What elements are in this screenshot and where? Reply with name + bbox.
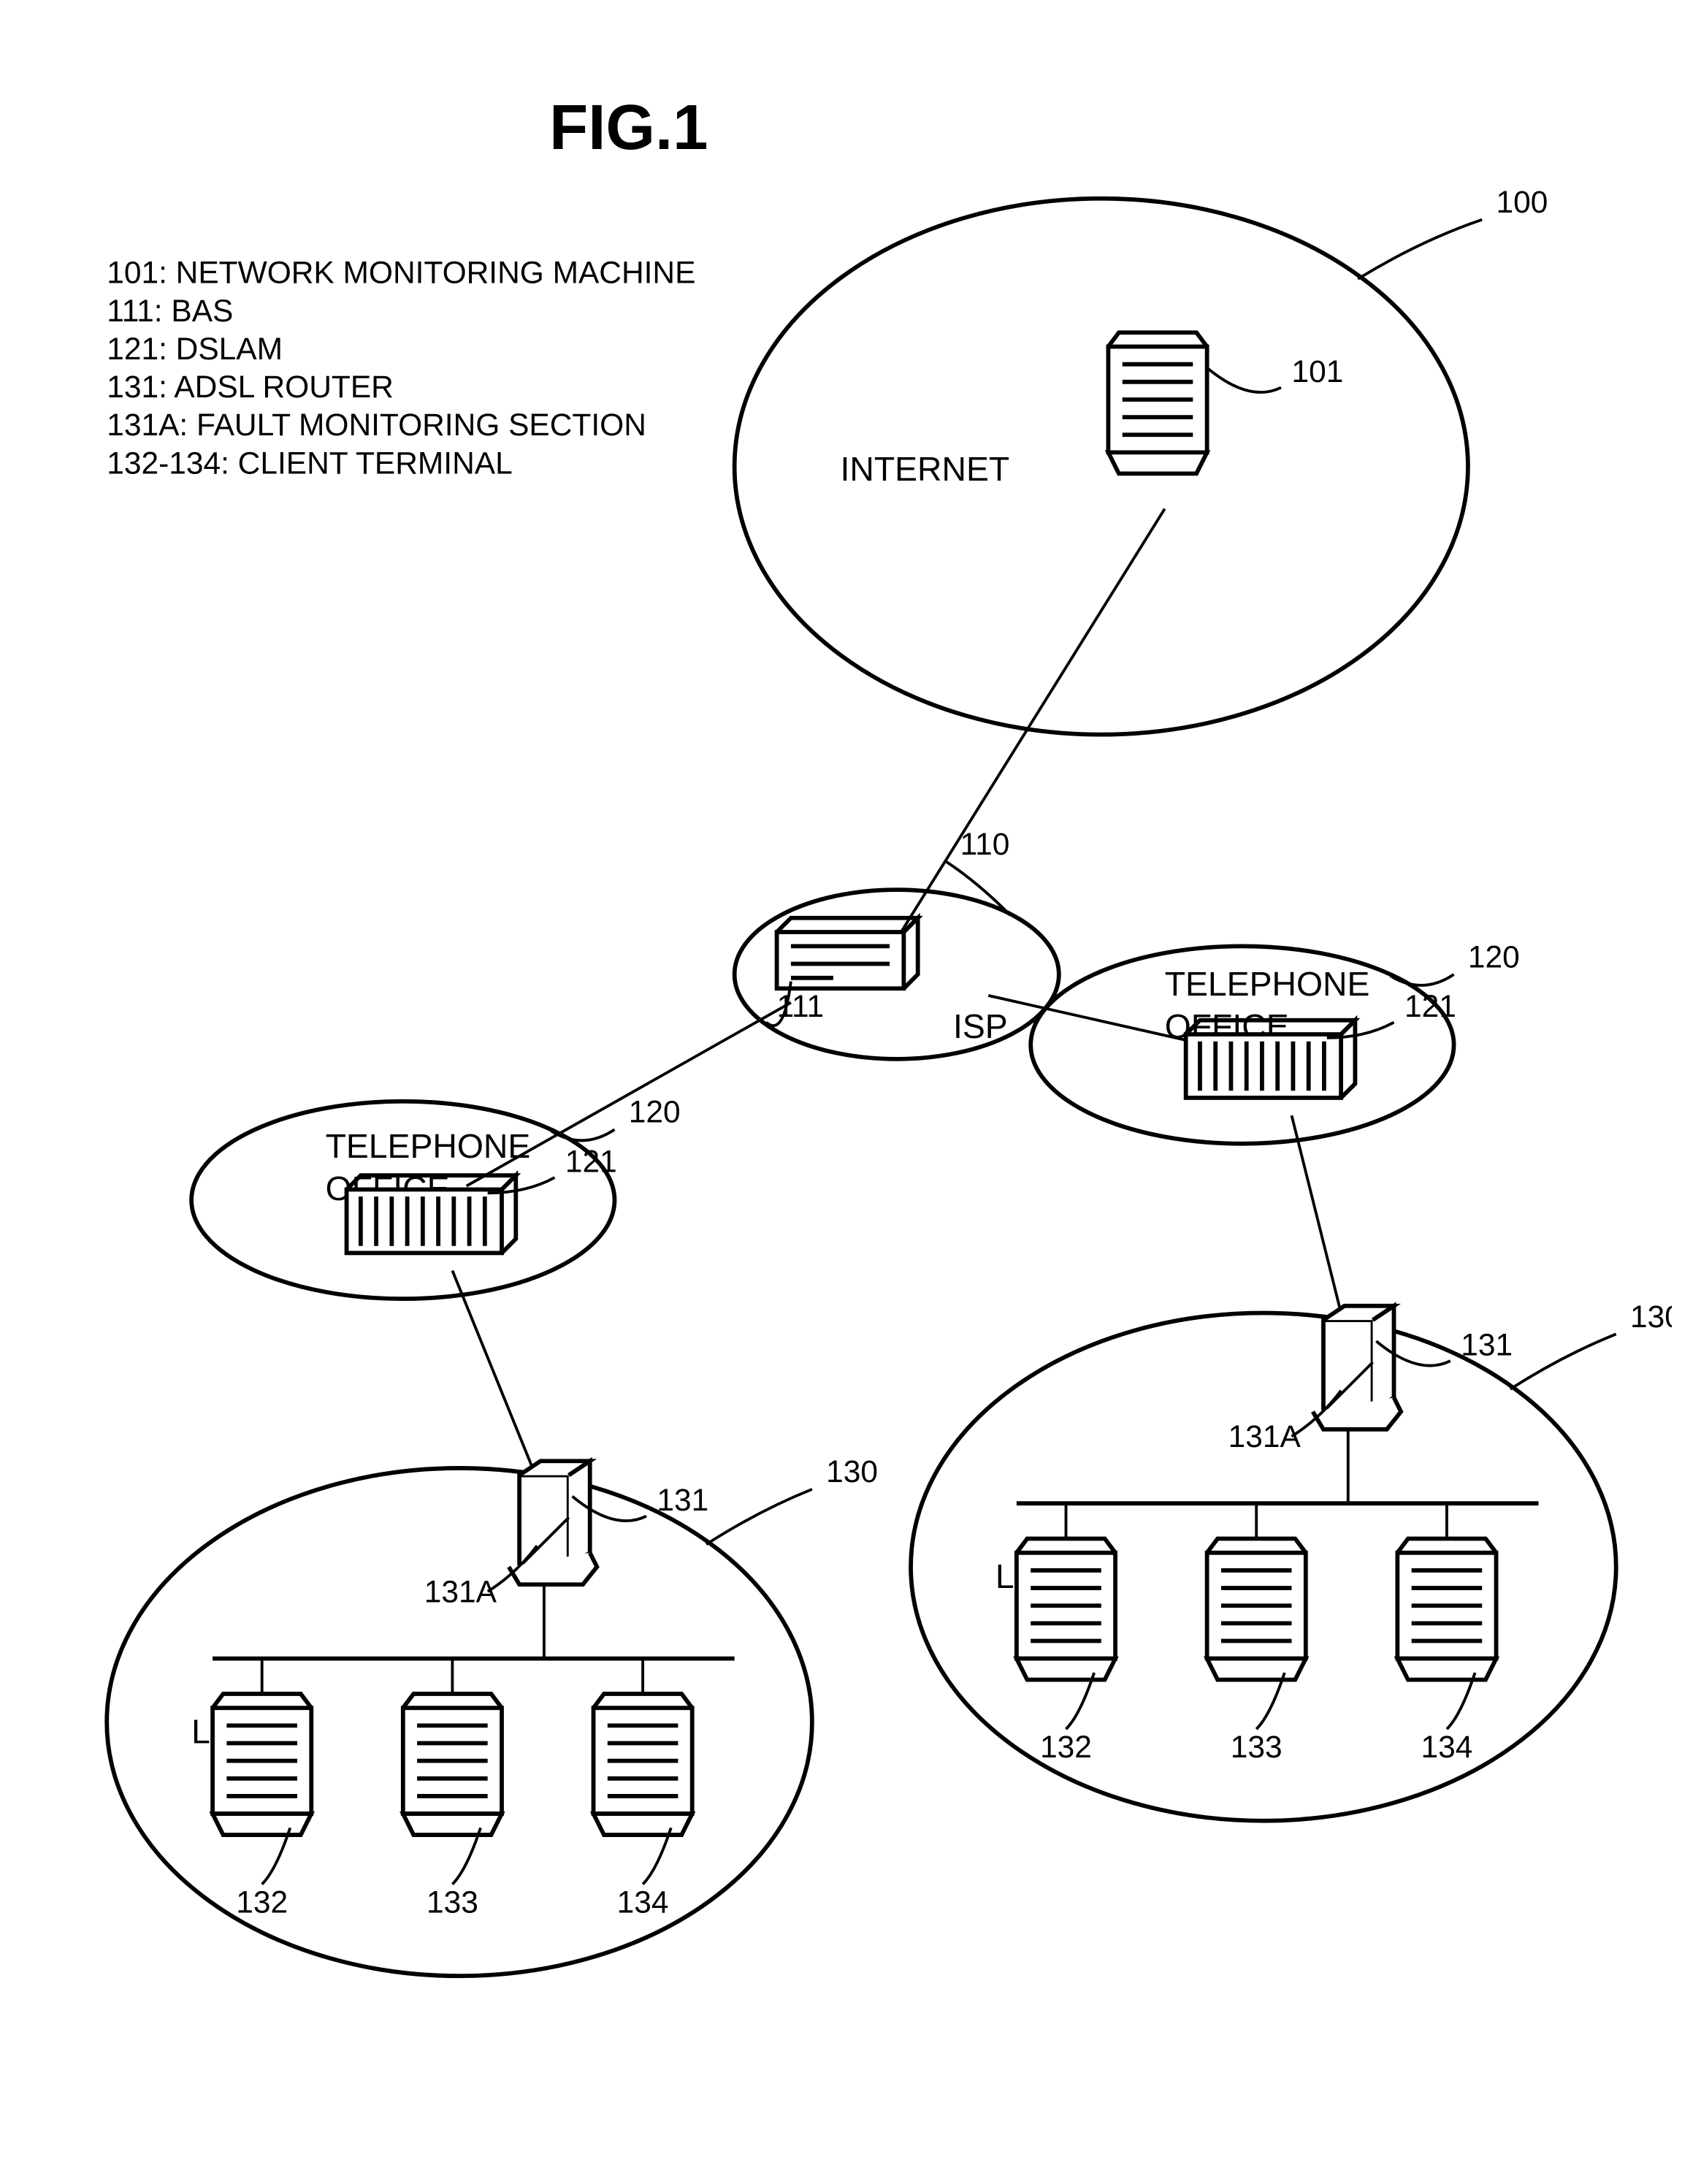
- network-diagram: FIG.1 101: NETWORK MONITORING MACHINE111:…: [29, 29, 1672, 2138]
- ref-101: 101: [1292, 355, 1344, 389]
- isp-ref: 110: [960, 828, 1010, 862]
- edge-0: [897, 509, 1165, 939]
- ref-131: 131: [1461, 1328, 1513, 1362]
- to_left-label: TELEPHONE: [326, 1127, 531, 1165]
- isp-leader: [946, 861, 1010, 915]
- edge-3: [452, 1271, 544, 1497]
- to_right-leader: [1391, 974, 1454, 985]
- ref-132-right: 132: [1040, 1730, 1092, 1765]
- ref-131A-right: 131A: [1228, 1420, 1301, 1454]
- legend-line: 121: DSLAM: [107, 332, 283, 367]
- internet-leader: [1358, 220, 1482, 279]
- client-132-right: [1017, 1538, 1115, 1679]
- ref-134-left: 134: [617, 1885, 669, 1920]
- ref-111: 111: [777, 990, 825, 1024]
- to_right-ref: 120: [1468, 940, 1520, 974]
- bas-111: [777, 918, 918, 989]
- router-131-right: [1312, 1306, 1401, 1429]
- ref-121: 121: [1404, 990, 1456, 1024]
- server-101: [1108, 332, 1207, 473]
- ref-131A-left: 131A: [424, 1575, 497, 1609]
- legend-line: 131: ADSL ROUTER: [107, 370, 394, 405]
- ref-121: 121: [565, 1145, 617, 1179]
- client-133-left: [403, 1694, 502, 1835]
- ref-133-right: 133: [1231, 1730, 1283, 1765]
- figure-title: FIG.1: [549, 92, 708, 163]
- to_right-label: TELEPHONE: [1165, 965, 1370, 1003]
- legend-line: 131A: FAULT MONITORING SECTION: [107, 408, 646, 443]
- legend-line: 101: NETWORK MONITORING MACHINE: [107, 256, 695, 291]
- ref-134-right: 134: [1421, 1730, 1473, 1765]
- ref-132-left: 132: [236, 1885, 288, 1920]
- lan_left-ref: 130: [826, 1455, 878, 1489]
- ref-131: 131: [657, 1484, 708, 1518]
- client-133-right: [1207, 1538, 1306, 1679]
- lan_right-ref: 130: [1630, 1300, 1672, 1335]
- client-132-left: [213, 1694, 311, 1835]
- ref-133-left: 133: [427, 1885, 478, 1920]
- to_left-ref: 120: [629, 1096, 681, 1130]
- edge-1: [467, 1003, 791, 1186]
- isp-label: ISP: [953, 1007, 1008, 1045]
- lan_left-leader: [706, 1489, 812, 1544]
- internet-ref: 100: [1497, 186, 1548, 220]
- internet-label: INTERNET: [840, 450, 1009, 488]
- router-131-left: [509, 1461, 597, 1584]
- client-134-right: [1397, 1538, 1496, 1679]
- leader: [1207, 368, 1281, 393]
- legend-line: 111: BAS: [107, 294, 233, 329]
- legend-line: 132-134: CLIENT TERMINAL: [107, 446, 512, 481]
- lan_right-leader: [1510, 1334, 1616, 1389]
- client-134-left: [594, 1694, 692, 1835]
